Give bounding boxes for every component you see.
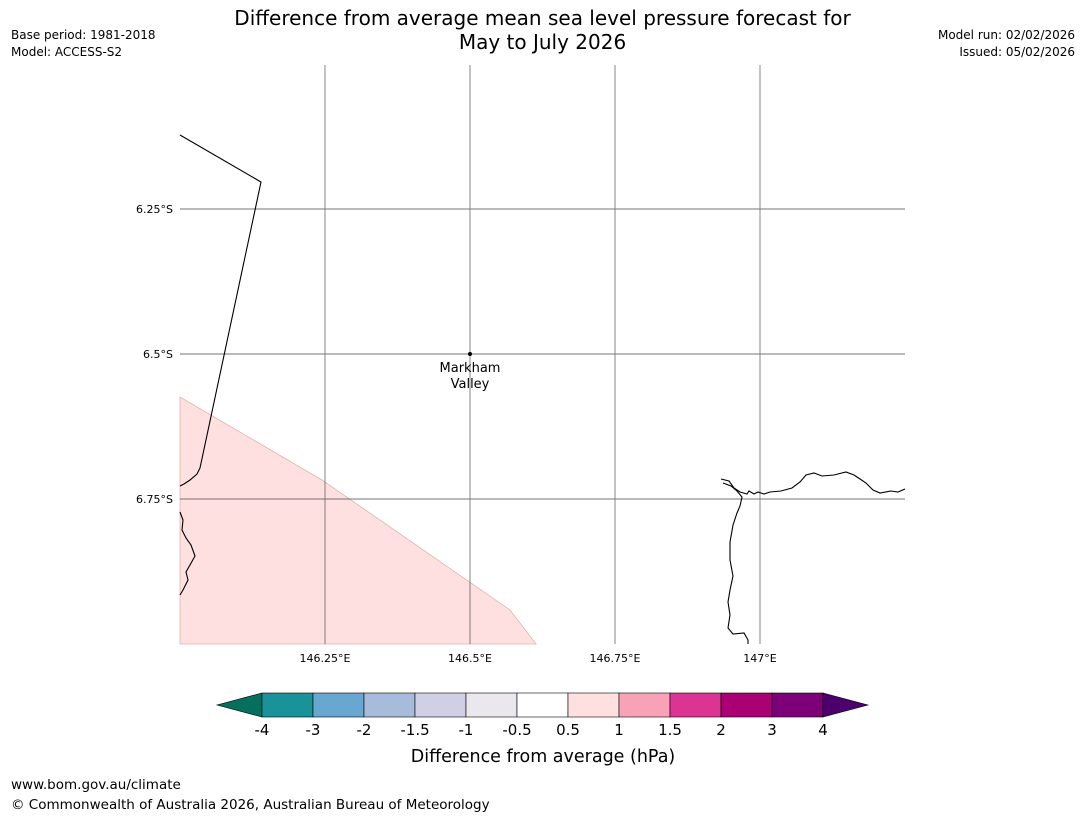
map-panel: Markham Valley 6.25°S 6.5°S 6.75°S 146.2… xyxy=(136,65,906,665)
place-name-line-1: Markham xyxy=(440,361,501,376)
lat-label: 6.75°S xyxy=(136,493,173,506)
longitude-labels: 146.25°E 146.5°E 146.75°E 147°E xyxy=(300,652,777,665)
colorbar-cell xyxy=(414,692,467,718)
colorbar-cell xyxy=(516,692,569,718)
colorbar-cell xyxy=(567,692,620,718)
title-line-2: May to July 2026 xyxy=(458,30,627,54)
colorbar-cell xyxy=(669,692,722,718)
model-name: Model: ACCESS-S2 xyxy=(11,45,123,59)
colorbar-tick-label: -4 xyxy=(255,721,270,739)
colorbar-tick-label: 0.5 xyxy=(556,721,580,739)
issued-date: Issued: 05/02/2026 xyxy=(959,45,1075,59)
latitude-labels: 6.25°S 6.5°S 6.75°S xyxy=(136,203,173,506)
colorbar-tick-label: -0.5 xyxy=(502,721,531,739)
footer-copyright: © Commonwealth of Australia 2026, Austra… xyxy=(11,797,490,813)
shaded-anomaly-region xyxy=(179,396,537,645)
colorbar-extend-under xyxy=(215,692,263,718)
title-line-1: Difference from average mean sea level p… xyxy=(234,6,851,30)
lat-label: 6.5°S xyxy=(143,348,173,361)
colorbar-tick-label: 4 xyxy=(818,721,828,739)
colorbar-tick-label: 1.5 xyxy=(658,721,682,739)
lon-label: 147°E xyxy=(743,652,776,665)
base-period: Base period: 1981-2018 xyxy=(11,28,156,42)
model-run: Model run: 02/02/2026 xyxy=(937,28,1075,42)
colorbar-tick-label: -1.5 xyxy=(400,721,429,739)
place-name-line-2: Valley xyxy=(451,377,490,392)
colorbar-cell xyxy=(261,692,314,718)
coastline-east-inlet xyxy=(722,482,749,644)
model-info: Base period: 1981-2018 Model: ACCESS-S2 xyxy=(11,27,156,61)
footer: www.bom.gov.au/climate © Commonwealth of… xyxy=(11,775,490,815)
colorbar-cell xyxy=(771,692,824,718)
colorbar: -4 -3 -2 -1.5 -1 -0.5 0.5 1 1.5 2 3 4 Difference fr… xyxy=(215,692,870,767)
coastlines xyxy=(179,134,906,644)
lon-label: 146.5°E xyxy=(448,652,492,665)
colorbar-label: Difference from average (hPa) xyxy=(411,747,676,767)
place-markham-valley: Markham Valley xyxy=(440,352,501,392)
colorbar-tick-label: -2 xyxy=(357,721,372,739)
gridlines xyxy=(180,65,905,644)
place-marker xyxy=(468,352,472,356)
colorbar-cell xyxy=(312,692,365,718)
run-info: Model run: 02/02/2026 Issued: 05/02/2026 xyxy=(938,27,1075,61)
colorbar-extend-over xyxy=(822,692,870,718)
lat-label: 6.25°S xyxy=(136,203,173,216)
footer-url[interactable]: www.bom.gov.au/climate xyxy=(11,777,181,793)
lon-label: 146.25°E xyxy=(300,652,351,665)
colorbar-tick-label: 3 xyxy=(767,721,777,739)
coastline-west xyxy=(179,134,262,487)
colorbar-tick-label: 2 xyxy=(716,721,726,739)
colorbar-tick-label: 1 xyxy=(614,721,624,739)
chart-title: Difference from average mean sea level p… xyxy=(0,6,1085,54)
colorbar-tick-label: -3 xyxy=(306,721,321,739)
colorbar-cell xyxy=(465,692,518,718)
lon-label: 146.75°E xyxy=(590,652,641,665)
colorbar-cell xyxy=(618,692,671,718)
coastline-east xyxy=(720,471,906,495)
coastline-southwest xyxy=(179,511,196,596)
colorbar-cell xyxy=(363,692,416,718)
colorbar-cell xyxy=(720,692,773,718)
colorbar-tick-label: -1 xyxy=(459,721,474,739)
